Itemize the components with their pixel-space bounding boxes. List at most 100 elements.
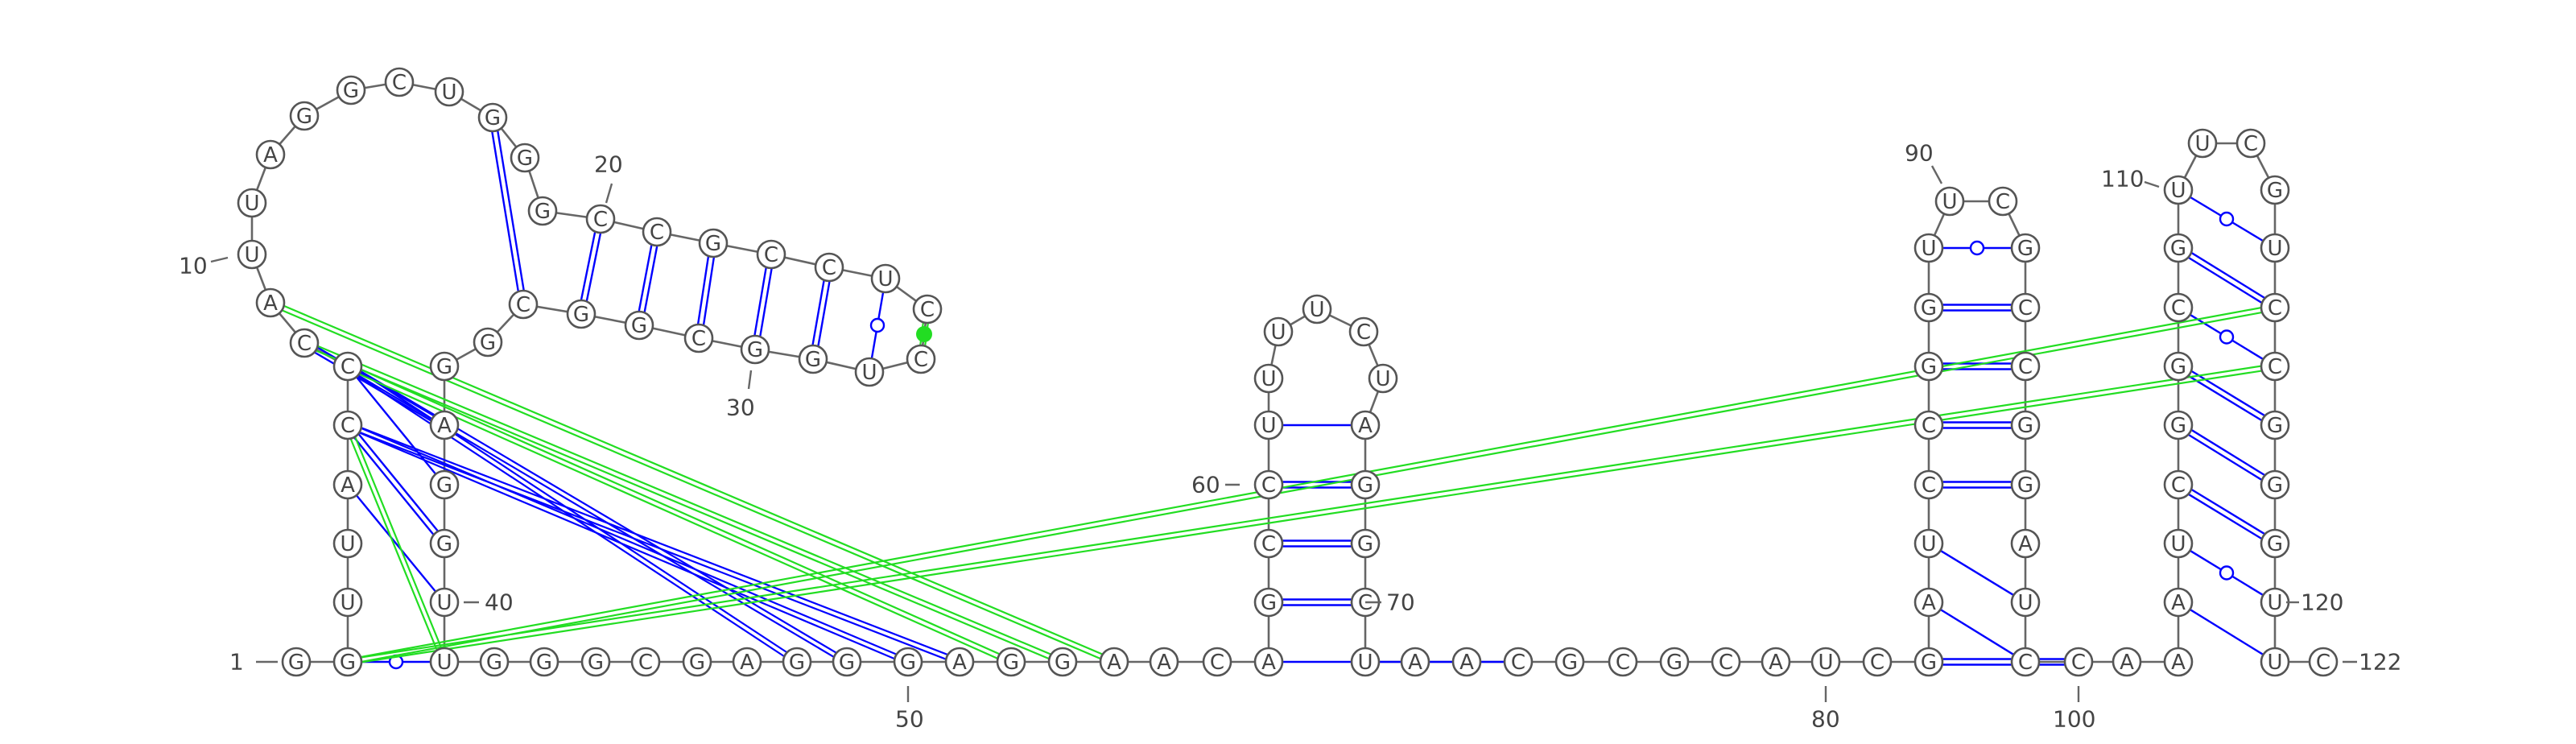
nucleotide-base-label: C: [1922, 414, 1936, 438]
nucleotide-69: G: [1350, 528, 1381, 559]
nucleotide-106: G: [2163, 410, 2194, 440]
nucleotide-52: G: [996, 647, 1026, 677]
nucleotide-base-label: G: [1003, 651, 1019, 675]
nucleotide-57: A: [1253, 647, 1284, 677]
nucleotide-base-label: U: [2017, 591, 2033, 615]
nucleotide-118: G: [2260, 469, 2290, 500]
nucleotide-base-label: G: [805, 348, 821, 372]
nucleotide-97: A: [2010, 528, 2041, 559]
nucleotide-base-label: A: [341, 473, 355, 498]
nucleotide-base-label: C: [1996, 190, 2010, 214]
nucleotide-100: C: [2063, 647, 2094, 677]
nucleotide-base-label: C: [2018, 651, 2033, 675]
nucleotide-55: A: [1149, 647, 1179, 677]
nucleotide-base-label: U: [2267, 651, 2282, 675]
position-label-1: 1: [229, 649, 244, 676]
nucleotide-base-label: G: [485, 106, 501, 130]
base-pair-5-40: [355, 494, 437, 593]
nucleotide-base-label: A: [1157, 651, 1171, 675]
tertiary-interaction-2-116: [347, 362, 2276, 666]
nucleotide-base-label: G: [2267, 473, 2283, 498]
base-pair-59-69: [1282, 539, 1352, 548]
nucleotide-base-label: C: [2018, 296, 2033, 320]
nucleotide-base-label: U: [2267, 237, 2282, 261]
base-pair-24-29: [811, 279, 831, 347]
nucleotide-base-label: G: [535, 200, 551, 224]
nucleotide-104: U: [2163, 528, 2194, 559]
nucleotide-base-label: U: [2170, 532, 2186, 556]
position-label-50: 50: [895, 706, 924, 733]
nucleotide-28: U: [854, 357, 885, 387]
nucleotide-base-label: U: [1921, 532, 1936, 556]
nucleotide-67: A: [1350, 410, 1381, 440]
nucleotide-base-label: U: [244, 192, 259, 216]
tertiary-interaction-9-54: [269, 300, 1116, 665]
nucleotide-120: U: [2260, 587, 2290, 618]
nucleotide-61: U: [1253, 410, 1284, 440]
nucleotide-base-label: G: [1921, 296, 1937, 320]
position-label-20: 20: [594, 151, 623, 178]
nucleotide-29: G: [798, 344, 828, 374]
nucleotide-1: G: [281, 647, 312, 677]
nucleotide-base-label: U: [1818, 651, 1833, 675]
nucleotide-87: G: [1913, 351, 1944, 382]
position-tick-20: [605, 183, 613, 204]
nucleotide-base-label: G: [2267, 532, 2283, 556]
nucleotide-75: G: [1554, 647, 1585, 677]
position-label-layer: 1 10 20 30 40 50 60 70 80 90 100 110 120…: [179, 140, 2401, 733]
nucleotide-95: G: [2010, 410, 2041, 440]
nucleotide-base-label: A: [2171, 651, 2186, 675]
nucleotide-74: C: [1503, 647, 1534, 677]
nucleotide-base-label: G: [436, 473, 452, 498]
nucleotide-78: C: [1711, 647, 1741, 677]
nucleotide-33: G: [566, 299, 597, 329]
nucleotide-base-label: C: [516, 293, 530, 317]
nucleotide-base-label: C: [1210, 651, 1224, 675]
nucleotide-base-label: C: [1356, 320, 1371, 345]
nucleotide-6: C: [332, 410, 363, 440]
nucleotide-32: G: [624, 310, 654, 341]
nucleotide-90: U: [1934, 186, 1965, 217]
nucleotide-base-label: G: [1357, 532, 1373, 556]
nucleotide-3: U: [332, 587, 363, 618]
base-pair-86-95: [1942, 421, 2012, 429]
nucleotide-base-label: G: [2170, 237, 2186, 261]
nucleotide-base-label: U: [436, 651, 452, 675]
nucleotide-5: A: [332, 469, 363, 500]
nucleotide-base-label: C: [2071, 651, 2086, 675]
nucleotide-94: C: [2010, 351, 2041, 382]
nucleotide-23: C: [756, 239, 786, 270]
nucleotide-base-label: G: [1921, 651, 1937, 675]
nucleotide-base-label: C: [2316, 651, 2330, 675]
nucleotide-65: C: [1348, 316, 1379, 347]
base-pair-103-121: [2189, 608, 2264, 656]
nucleotide-base-label: C: [1922, 473, 1936, 498]
position-label-60: 60: [1191, 472, 1220, 498]
nucleotide-base-label: C: [650, 221, 664, 245]
nucleotide-base-label: C: [2018, 355, 2033, 379]
base-pair-85-96: [1942, 481, 2012, 489]
nucleotide-35: G: [473, 327, 503, 358]
nucleotide-4: U: [332, 528, 363, 559]
nucleotide-base-label: G: [296, 105, 312, 129]
nucleotide-47: A: [732, 647, 762, 677]
nucleotide-base-label: G: [2267, 179, 2283, 203]
nucleotide-89: U: [1913, 233, 1944, 263]
nucleotide-base-label: A: [1922, 591, 1936, 615]
nucleotide-41: U: [429, 647, 460, 677]
nucleotide-base-label: A: [2120, 651, 2134, 675]
nucleotide-base-label: G: [573, 303, 589, 327]
nucleotide-49: G: [832, 647, 862, 677]
nucleotide-base-label: C: [691, 327, 706, 351]
nucleotide-base-label: G: [588, 651, 604, 675]
nucleotide-base-label: U: [1309, 298, 1324, 322]
nucleotide-base-label: C: [1511, 651, 1525, 675]
nucleotide-27: C: [906, 344, 936, 374]
nucleotide-base-label: U: [877, 267, 893, 291]
nucleotide-base-label: G: [1666, 651, 1682, 675]
base-pair-89-92: [1942, 240, 2012, 256]
nucleotide-base-label: G: [789, 651, 805, 675]
nucleotide-base-label: U: [2267, 591, 2282, 615]
nucleotide-base-label: C: [2268, 296, 2282, 320]
